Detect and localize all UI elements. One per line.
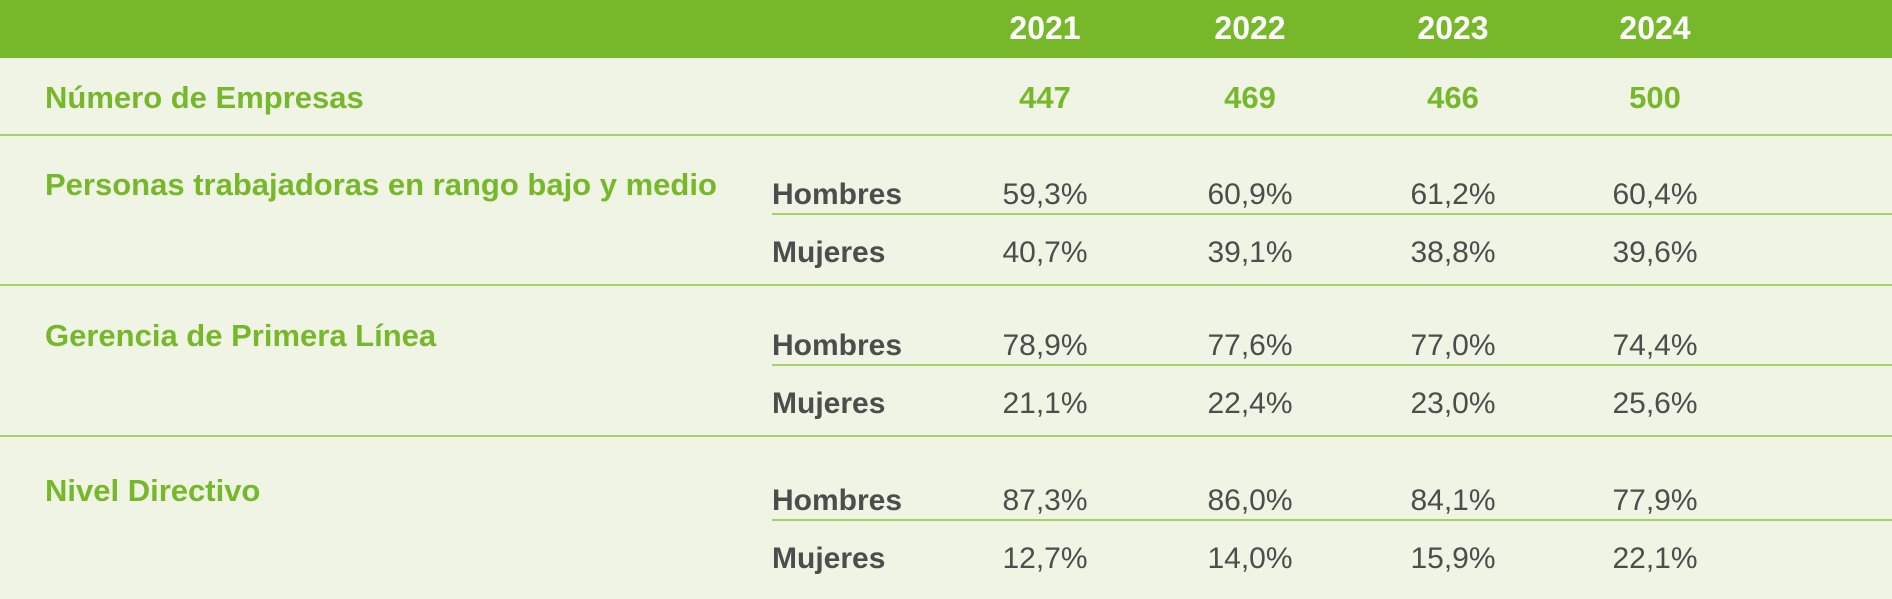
- value-cell: 38,8%: [1410, 236, 1496, 269]
- companies-count: 447: [1019, 80, 1071, 115]
- value-cell: 40,7%: [1002, 236, 1088, 269]
- value-cell: 60,9%: [1207, 178, 1293, 211]
- value-cell: 12,7%: [1002, 542, 1088, 575]
- value-cell: 86,0%: [1207, 484, 1293, 517]
- value-cell: 77,6%: [1207, 329, 1293, 362]
- gender-label: Hombres: [772, 484, 903, 517]
- year-header: 2023: [1417, 10, 1489, 46]
- group-label: Gerencia de Primera Línea: [45, 318, 437, 353]
- group-label: Personas trabajadoras en rango bajo y me…: [45, 167, 717, 202]
- value-cell: 60,4%: [1612, 178, 1698, 211]
- row-divider: [0, 284, 1892, 286]
- value-cell: 14,0%: [1207, 542, 1293, 575]
- year-header: 2022: [1214, 10, 1286, 46]
- sub-row-divider: [772, 213, 1892, 215]
- value-cell: 74,4%: [1612, 329, 1698, 362]
- sub-row-divider: [772, 364, 1892, 366]
- companies-count: 500: [1629, 80, 1681, 115]
- row-divider: [0, 134, 1892, 136]
- value-cell: 59,3%: [1002, 178, 1088, 211]
- gender-label: Hombres: [772, 178, 903, 211]
- companies-label: Número de Empresas: [45, 80, 364, 115]
- companies-count: 469: [1224, 80, 1276, 115]
- group-label: Nivel Directivo: [45, 473, 261, 508]
- year-header: 2021: [1009, 10, 1081, 46]
- value-cell: 77,9%: [1612, 484, 1698, 517]
- value-cell: 21,1%: [1002, 387, 1088, 420]
- value-cell: 23,0%: [1410, 387, 1496, 420]
- gender-label: Mujeres: [772, 542, 886, 575]
- companies-count: 466: [1427, 80, 1479, 115]
- value-cell: 78,9%: [1002, 329, 1088, 362]
- gender-label: Hombres: [772, 329, 903, 362]
- value-cell: 39,6%: [1612, 236, 1698, 269]
- year-header: 2024: [1619, 10, 1691, 46]
- value-cell: 61,2%: [1410, 178, 1496, 211]
- header-bar: [0, 0, 1892, 58]
- gender-label: Mujeres: [772, 236, 886, 269]
- value-cell: 39,1%: [1207, 236, 1293, 269]
- value-cell: 15,9%: [1410, 542, 1496, 575]
- value-cell: 22,1%: [1612, 542, 1698, 575]
- value-cell: 25,6%: [1612, 387, 1698, 420]
- gender-label: Mujeres: [772, 387, 886, 420]
- sub-row-divider: [772, 519, 1892, 521]
- value-cell: 77,0%: [1410, 329, 1496, 362]
- value-cell: 87,3%: [1002, 484, 1088, 517]
- row-divider: [0, 435, 1892, 437]
- value-cell: 84,1%: [1410, 484, 1496, 517]
- value-cell: 22,4%: [1207, 387, 1293, 420]
